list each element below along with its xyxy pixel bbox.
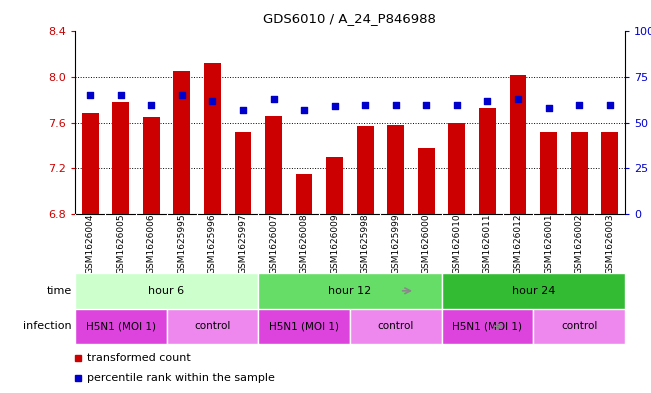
Text: GDS6010 / A_24_P846988: GDS6010 / A_24_P846988 [264,12,436,25]
Text: H5N1 (MOI 1): H5N1 (MOI 1) [452,321,523,331]
Bar [418,148,435,214]
Text: GSM1626004: GSM1626004 [86,213,94,274]
Bar [533,309,625,344]
Point [207,98,217,104]
Text: GSM1626005: GSM1626005 [117,213,125,274]
Bar [449,123,465,214]
Text: GSM1626002: GSM1626002 [575,213,583,274]
Point [605,101,615,108]
Bar [350,309,441,344]
Point [146,101,156,108]
Text: hour 6: hour 6 [148,286,185,296]
Text: GSM1625996: GSM1625996 [208,213,217,274]
Text: transformed count: transformed count [87,353,191,363]
Text: GSM1626007: GSM1626007 [269,213,278,274]
Point [391,101,401,108]
Point [482,98,493,104]
Text: GSM1626006: GSM1626006 [146,213,156,274]
Point [574,101,585,108]
Bar [326,157,343,214]
Text: GSM1626000: GSM1626000 [422,213,431,274]
Point [238,107,248,113]
Text: GSM1626011: GSM1626011 [483,213,492,274]
Bar [441,309,533,344]
Point [176,92,187,99]
Text: H5N1 (MOI 1): H5N1 (MOI 1) [269,321,339,331]
Text: hour 24: hour 24 [512,286,555,296]
Point [452,101,462,108]
Bar [82,112,98,214]
Bar [234,132,251,214]
Text: control: control [378,321,414,331]
Point [115,92,126,99]
Text: infection: infection [23,321,72,331]
Text: GSM1626008: GSM1626008 [299,213,309,274]
Bar [296,174,312,214]
Point [421,101,432,108]
Text: hour 12: hour 12 [328,286,372,296]
Text: GSM1626009: GSM1626009 [330,213,339,274]
Bar [75,309,167,344]
Text: control: control [561,321,598,331]
Point [513,96,523,102]
Bar [258,309,350,344]
Bar [143,117,159,214]
Bar [167,309,258,344]
Text: H5N1 (MOI 1): H5N1 (MOI 1) [86,321,156,331]
Text: GSM1625999: GSM1625999 [391,213,400,274]
Text: percentile rank within the sample: percentile rank within the sample [87,373,275,383]
Bar [387,125,404,214]
Point [360,101,370,108]
Bar [204,63,221,214]
Point [329,103,340,110]
Bar [479,108,496,214]
Text: GSM1626012: GSM1626012 [514,213,523,274]
Text: control: control [194,321,230,331]
Point [299,107,309,113]
Bar [173,72,190,214]
Bar [571,132,587,214]
Point [85,92,95,99]
Bar [258,273,441,309]
Text: GSM1625995: GSM1625995 [177,213,186,274]
Text: GSM1625997: GSM1625997 [238,213,247,274]
Point [544,105,554,111]
Text: GSM1626003: GSM1626003 [605,213,614,274]
Text: GSM1625998: GSM1625998 [361,213,370,274]
Point [268,96,279,102]
Bar [540,132,557,214]
Bar [357,126,374,214]
Bar [602,132,618,214]
Text: GSM1626001: GSM1626001 [544,213,553,274]
Bar [265,116,282,214]
Bar [441,273,625,309]
Text: GSM1626010: GSM1626010 [452,213,462,274]
Text: time: time [46,286,72,296]
Bar [510,75,527,214]
Bar [113,102,129,214]
Bar [75,273,258,309]
